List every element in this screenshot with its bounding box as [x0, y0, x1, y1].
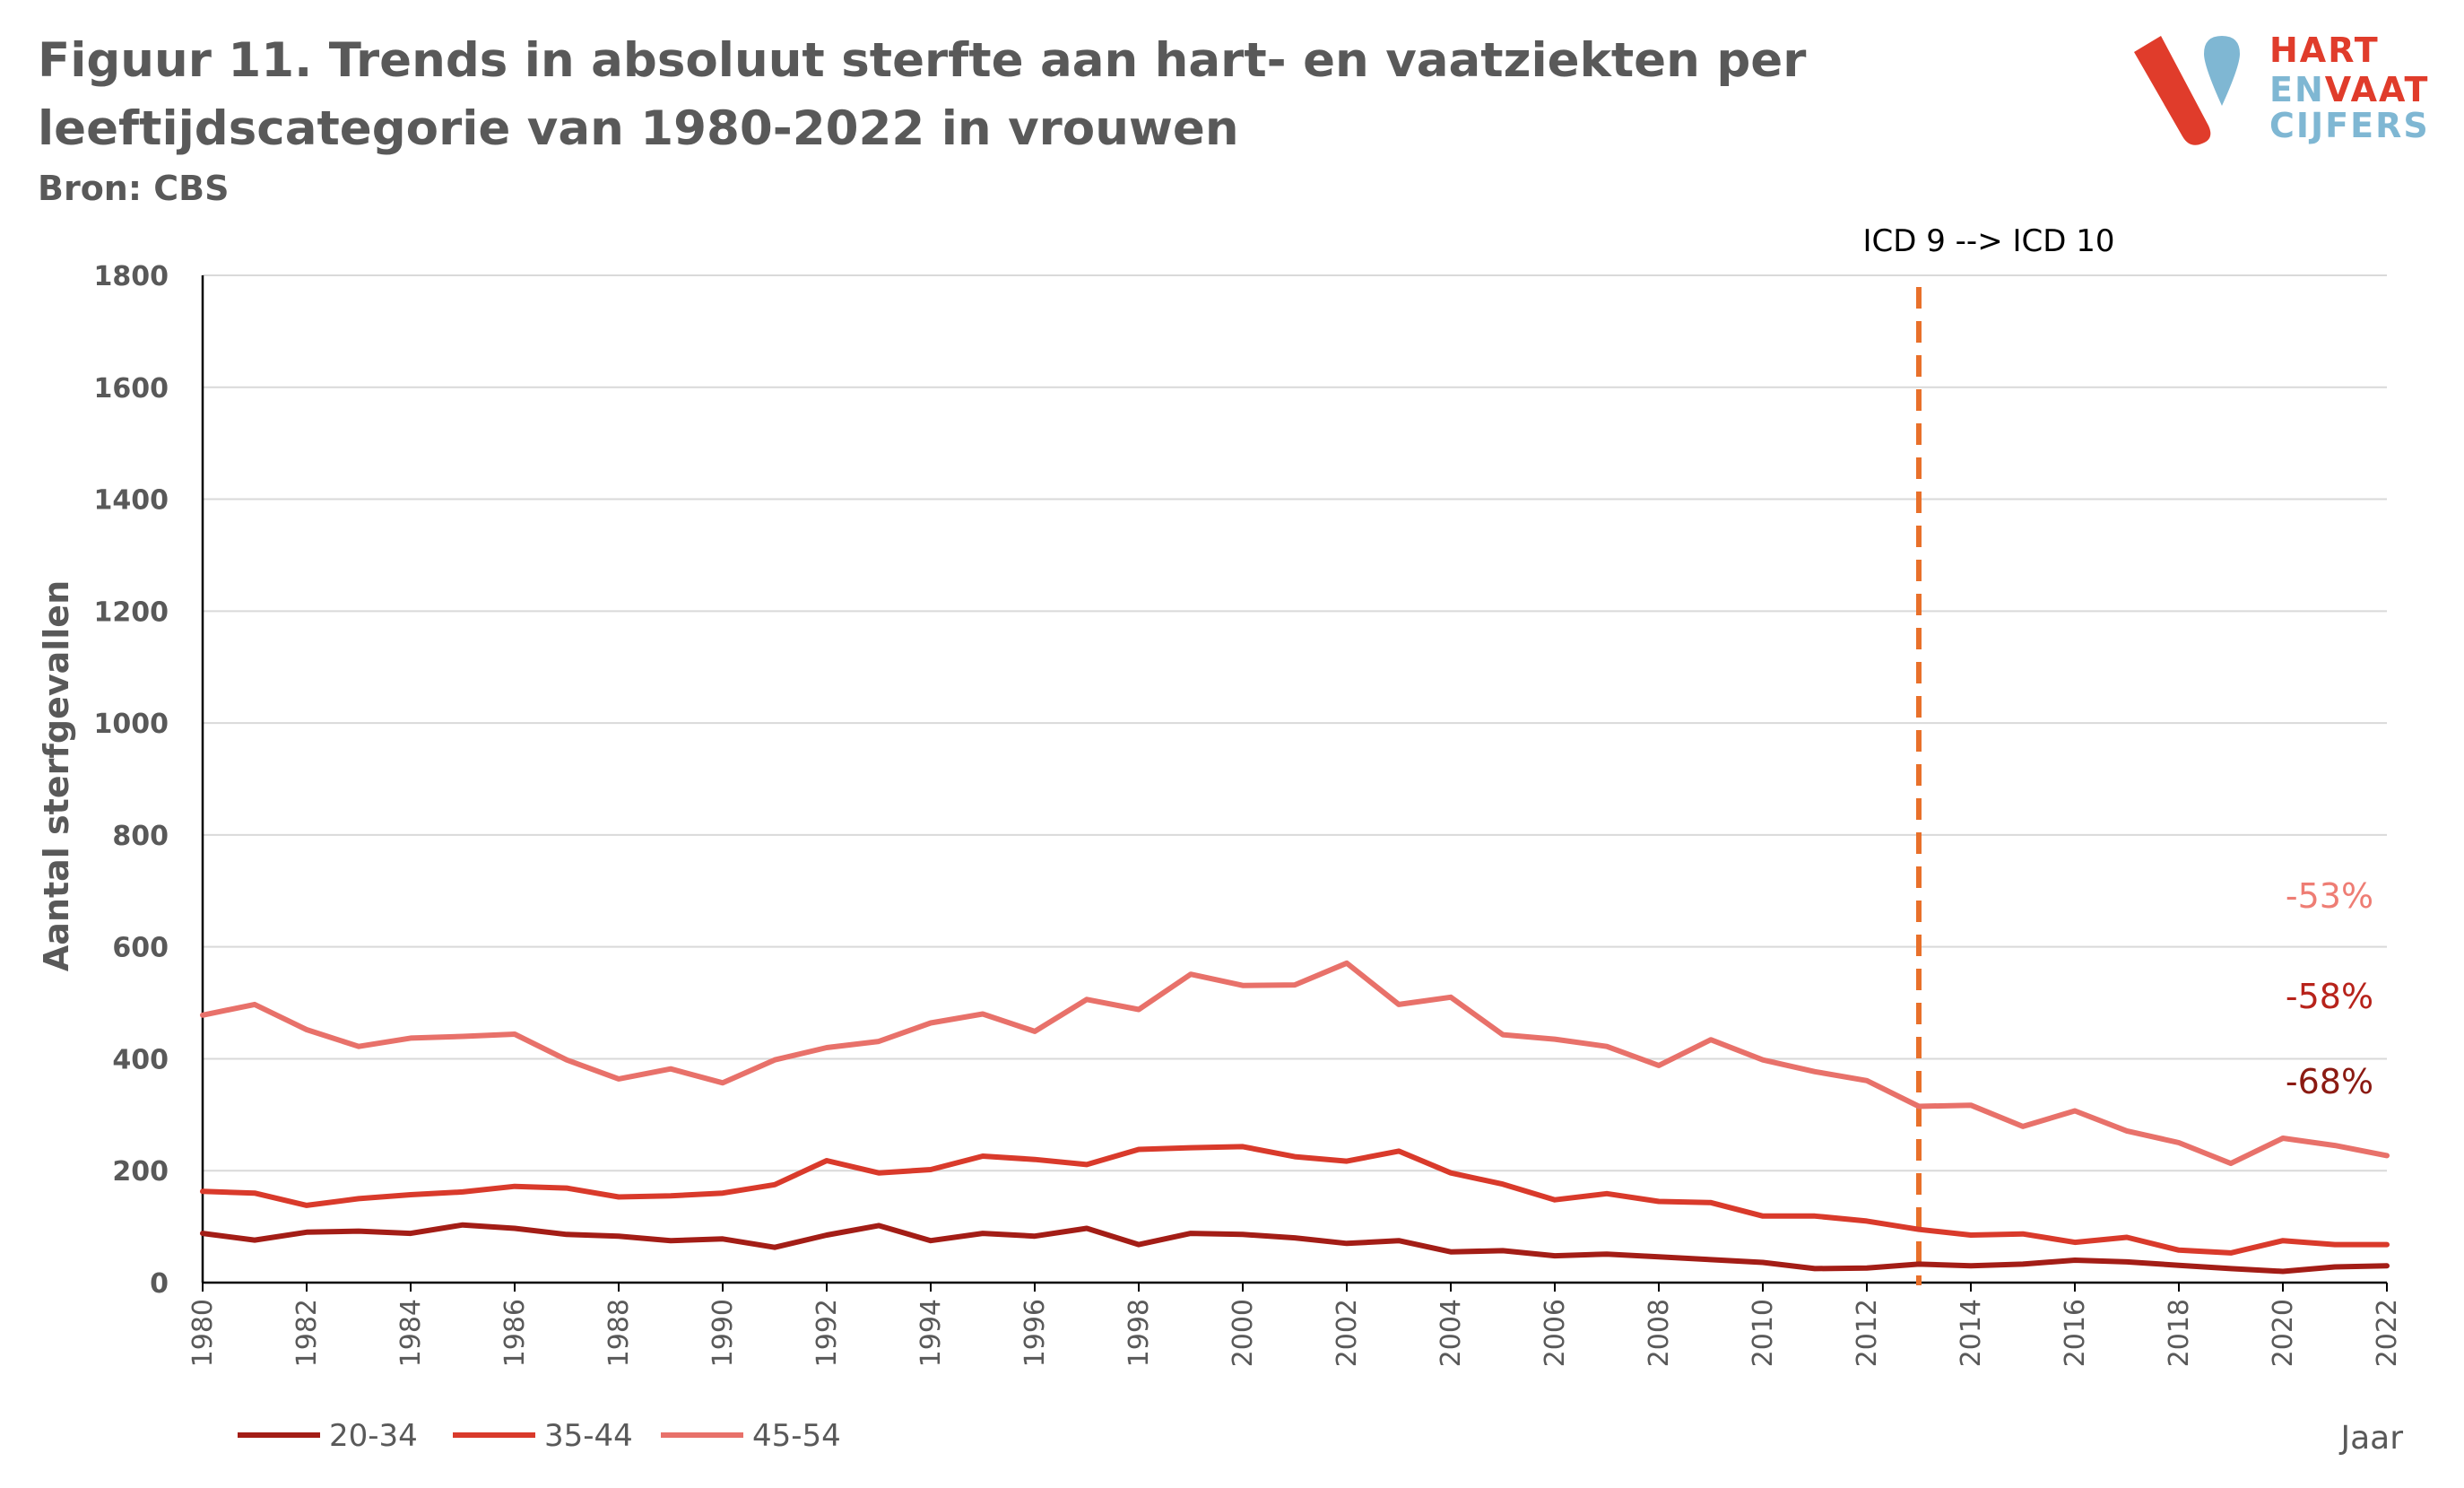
y-tick-label-1200: 1200 — [94, 596, 169, 628]
x-tick-label-2022: 2022 — [2372, 1299, 2403, 1367]
y-axis-title: Aantal sterfgevallen — [37, 580, 76, 971]
x-tick-label-1998: 1998 — [1124, 1299, 1155, 1367]
y-tick-label-1800: 1800 — [94, 261, 169, 292]
x-tick-label-2016: 2016 — [2060, 1299, 2091, 1367]
x-tick-label-1992: 1992 — [811, 1299, 843, 1367]
y-tick-label-200: 200 — [112, 1156, 169, 1188]
x-tick-label-1980: 1980 — [187, 1299, 219, 1367]
x-tick-label-2012: 2012 — [1852, 1299, 1883, 1367]
x-tick-label-2020: 2020 — [2268, 1299, 2299, 1367]
logo-text-cijfers: CIJFERS — [2269, 106, 2430, 145]
pct-change-label-35-44: -58% — [2286, 977, 2373, 1016]
x-tick-label-2018: 2018 — [2164, 1299, 2195, 1367]
chart-title-line-1: Figuur 11. Trends in absoluut sterfte aa… — [38, 33, 1807, 88]
legend-label-20-34: 20-34 — [329, 1418, 418, 1454]
x-tick-label-2008: 2008 — [1644, 1299, 1675, 1367]
pct-change-label-45-54: -53% — [2286, 876, 2373, 916]
y-tick-label-1400: 1400 — [94, 485, 169, 517]
x-tick-label-1994: 1994 — [915, 1299, 947, 1367]
x-tick-label-2004: 2004 — [1436, 1299, 1467, 1367]
legend-label-45-54: 45-54 — [752, 1418, 841, 1454]
x-tick-label-1982: 1982 — [291, 1299, 323, 1367]
logo-text-vaat: VAAT — [2324, 70, 2430, 109]
logo-mark-icon — [2134, 36, 2240, 145]
y-tick-label-1000: 1000 — [94, 709, 169, 740]
y-tick-label-800: 800 — [112, 821, 169, 852]
x-tick-label-1988: 1988 — [603, 1299, 635, 1367]
series-line-45-54 — [200, 960, 2390, 1167]
y-tick-label-600: 600 — [112, 933, 169, 964]
chart-title-line-2: leeftijdscategorie van 1980-2022 in vrou… — [38, 101, 1239, 156]
legend-label-35-44: 35-44 — [544, 1418, 633, 1454]
x-axis-title: Jaar — [2338, 1420, 2403, 1457]
x-tick-label-2002: 2002 — [1332, 1299, 1363, 1367]
x-tick-label-1990: 1990 — [707, 1299, 739, 1367]
y-tick-label-400: 400 — [112, 1044, 169, 1075]
x-tick-label-1986: 1986 — [499, 1299, 531, 1367]
series-line-20-34 — [200, 1222, 2390, 1275]
x-tick-label-1984: 1984 — [395, 1299, 427, 1367]
pct-change-label-20-34: -68% — [2286, 1062, 2373, 1101]
x-tick-label-2000: 2000 — [1228, 1299, 1259, 1367]
logo-text-hart: HART — [2269, 30, 2380, 70]
x-tick-label-2014: 2014 — [1956, 1299, 1987, 1367]
icd-change-label: ICD 9 --> ICD 10 — [1862, 223, 2114, 259]
y-tick-label-1600: 1600 — [94, 373, 169, 405]
x-tick-label-2010: 2010 — [1748, 1299, 1779, 1367]
x-tick-label-1996: 1996 — [1019, 1299, 1051, 1367]
logo-text-en: EN — [2269, 70, 2325, 109]
y-tick-label-0: 0 — [150, 1268, 169, 1300]
chart-title: Figuur 11. Trends in absoluut sterfte aa… — [38, 27, 1831, 163]
x-tick-label-2006: 2006 — [1540, 1299, 1571, 1367]
chart-source: Bron: CBS — [38, 169, 230, 208]
logo-text-envaat: ENVAAT — [2269, 70, 2429, 109]
series-line-35-44 — [200, 1144, 2390, 1256]
